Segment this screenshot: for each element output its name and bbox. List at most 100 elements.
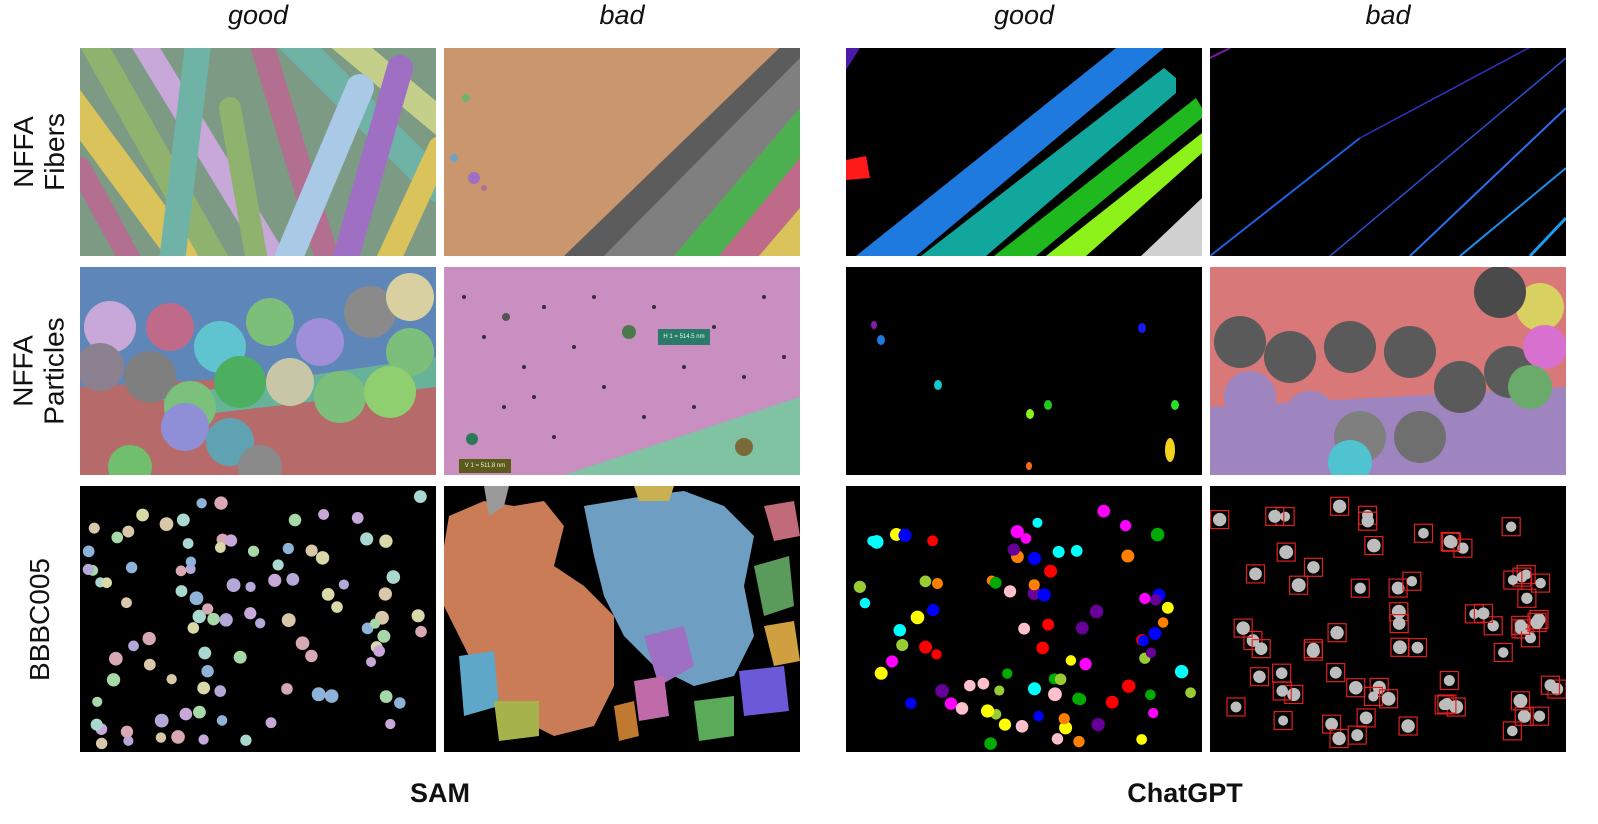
cell: [318, 509, 330, 520]
cell: [927, 535, 939, 547]
fibers-mask-bad: [1210, 48, 1566, 256]
cell-box: [1388, 578, 1408, 598]
row-label-line: Fibers: [38, 113, 70, 191]
cell: [82, 545, 95, 558]
cell: [1091, 717, 1105, 732]
cell: [198, 646, 212, 660]
cell-box: [1243, 630, 1263, 651]
cell: [998, 718, 1012, 731]
cell: [944, 697, 958, 710]
cell: [155, 732, 167, 743]
cell: [1351, 729, 1364, 742]
cell: [1406, 576, 1418, 587]
cell: [1535, 577, 1546, 589]
cell: [1136, 734, 1147, 745]
cell-box: [1210, 509, 1230, 530]
fibers-bad-image: [444, 48, 800, 256]
cell: [1212, 512, 1227, 527]
cell: [1150, 527, 1165, 542]
cell-box: [1327, 623, 1347, 643]
cell: [931, 649, 942, 660]
cell: [295, 636, 310, 651]
cell: [214, 496, 228, 510]
cell: [984, 737, 997, 750]
cell-box: [1493, 642, 1513, 663]
cell: [185, 556, 197, 567]
cell: [1330, 626, 1344, 640]
cell: [1070, 545, 1083, 557]
cell: [1287, 687, 1301, 702]
cell: [919, 575, 932, 588]
cell-box: [1402, 571, 1422, 591]
panel-chatgpt-bbbc005-good: [846, 486, 1202, 752]
cell: [955, 702, 969, 715]
cell: [1254, 642, 1268, 655]
cell: [1359, 711, 1373, 725]
cell: [1544, 679, 1557, 692]
cell: [910, 610, 925, 625]
panel-sam-fibers-good: [80, 48, 436, 256]
cell: [197, 681, 211, 695]
cell: [413, 490, 427, 504]
cell: [1185, 687, 1196, 699]
cell: [244, 607, 257, 620]
cell: [980, 704, 995, 718]
cell: [1075, 621, 1089, 635]
cell-box: [1364, 535, 1384, 556]
cell: [411, 609, 425, 623]
cell: [1139, 592, 1151, 605]
cell: [1443, 534, 1457, 548]
cell: [214, 685, 227, 697]
cell: [166, 673, 177, 685]
cell: [1249, 567, 1262, 581]
measurement-label-h: H 1 = 514.5 nm: [658, 329, 710, 345]
cell: [154, 713, 169, 728]
cell: [106, 673, 121, 687]
cell: [1477, 607, 1490, 620]
cell: [193, 705, 206, 719]
cell: [196, 498, 207, 509]
cell: [136, 508, 149, 522]
cell: [123, 735, 134, 746]
cell: [1072, 692, 1085, 705]
cell: [1332, 731, 1346, 746]
cell: [305, 544, 318, 557]
group-label-chatgpt: ChatGPT: [1127, 778, 1243, 808]
cell: [1533, 710, 1546, 722]
cell: [321, 587, 335, 601]
cell: [896, 638, 909, 652]
cell-box: [1398, 716, 1418, 736]
cell: [1268, 509, 1282, 523]
panel-chatgpt-fibers-good: [846, 48, 1202, 256]
cell: [90, 718, 103, 731]
cell: [379, 690, 393, 703]
cell: [369, 618, 381, 629]
cell: [1052, 545, 1065, 558]
cell-box: [1503, 570, 1523, 590]
cell: [1392, 617, 1406, 630]
cell: [1391, 581, 1405, 595]
cell: [373, 645, 385, 657]
cell: [338, 579, 349, 590]
cell: [1230, 701, 1242, 713]
cell-box: [1273, 710, 1293, 731]
cell-box: [1511, 615, 1531, 635]
cell-box: [1303, 557, 1324, 577]
cell-box: [1517, 588, 1537, 608]
cell: [219, 613, 233, 627]
cell: [143, 658, 156, 671]
cell-box: [1440, 531, 1460, 552]
cell: [331, 601, 343, 613]
cell: [385, 718, 396, 730]
cell: [964, 679, 976, 692]
cell: [893, 623, 907, 637]
cell: [121, 597, 132, 609]
cell: [142, 631, 156, 646]
cell: [1507, 574, 1518, 586]
panel-sam-fibers-bad: [444, 48, 800, 256]
cell-box: [1514, 706, 1534, 726]
cell: [1007, 543, 1020, 556]
cell: [240, 734, 252, 746]
cell: [351, 512, 364, 524]
col-header-chatgpt-bad: bad: [1365, 0, 1411, 30]
